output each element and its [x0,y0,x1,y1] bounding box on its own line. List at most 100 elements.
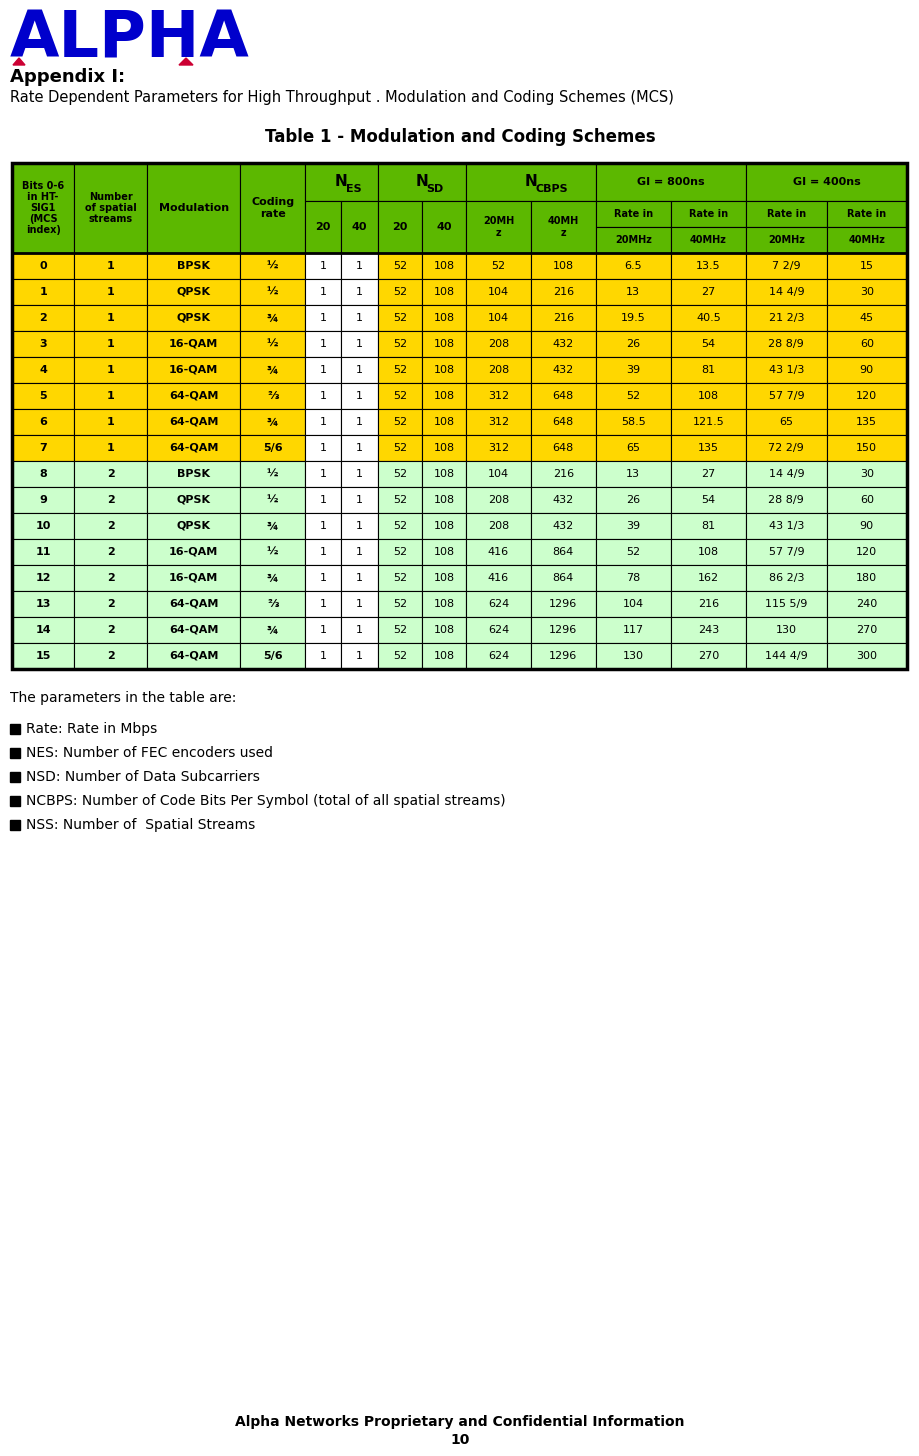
Bar [240,644,305,668]
Text: 20MHz: 20MHz [615,234,652,245]
Bar [12,357,74,383]
Bar [746,513,826,539]
Bar [74,462,147,486]
Bar [531,435,596,462]
Text: 13: 13 [36,598,51,609]
Bar [147,280,240,304]
Bar [12,163,74,253]
Bar [240,565,305,591]
Text: 20: 20 [392,221,407,232]
Text: 1: 1 [357,392,363,400]
Bar [422,513,466,539]
Bar [671,280,746,304]
Bar [671,435,746,462]
Text: 104: 104 [488,469,509,479]
Bar [240,591,305,617]
Text: 120: 120 [857,392,878,400]
Bar [12,617,74,644]
Bar [147,617,240,644]
Text: 52: 52 [392,287,407,297]
Bar [422,409,466,435]
Bar [74,617,147,644]
Bar [671,617,746,644]
Bar [596,201,671,227]
Bar [466,513,531,539]
Bar [671,409,746,435]
Bar [147,409,240,435]
Text: 1: 1 [320,495,327,505]
Bar [826,462,907,486]
Text: 144 4/9: 144 4/9 [765,651,808,661]
Text: 108: 108 [434,469,455,479]
Bar [10,820,20,830]
Bar [422,280,466,304]
Text: 1: 1 [107,443,115,453]
Text: 90: 90 [860,521,874,531]
Text: 2: 2 [107,651,115,661]
Text: 43 1/3: 43 1/3 [768,365,804,376]
Bar [746,280,826,304]
Bar [746,591,826,617]
Bar [74,253,147,280]
Text: 27: 27 [701,287,716,297]
Text: 104: 104 [488,287,509,297]
Bar [342,253,378,280]
Text: 20: 20 [315,221,331,232]
Bar [466,280,531,304]
Text: 81: 81 [701,365,716,376]
Bar [671,513,746,539]
Text: 1: 1 [107,261,115,271]
Text: 104: 104 [623,598,644,609]
Bar [596,280,671,304]
Text: 52: 52 [392,339,407,349]
Text: 1: 1 [320,574,327,582]
Text: 16-QAM: 16-QAM [169,339,218,349]
Bar [378,565,422,591]
Bar [671,201,746,227]
Text: 1: 1 [107,339,115,349]
Bar [422,565,466,591]
Bar [147,163,240,253]
Text: 14 4/9: 14 4/9 [768,469,804,479]
Text: Rate in: Rate in [689,210,728,218]
Text: 216: 216 [552,313,573,323]
Bar [746,304,826,331]
Bar [147,539,240,565]
Bar [305,486,342,513]
Bar [596,486,671,513]
Text: 52: 52 [492,261,505,271]
Text: 57 7/9: 57 7/9 [768,547,804,558]
Text: 121.5: 121.5 [693,416,724,427]
Text: 108: 108 [434,598,455,609]
Bar [671,565,746,591]
Text: 57 7/9: 57 7/9 [768,392,804,400]
Text: 1: 1 [320,365,327,376]
Bar [12,565,74,591]
Bar [378,539,422,565]
Text: 1: 1 [357,443,363,453]
Text: 416: 416 [488,574,509,582]
Bar [74,486,147,513]
Text: N: N [415,175,428,189]
Text: 1: 1 [357,651,363,661]
Bar [531,617,596,644]
Text: 108: 108 [434,339,455,349]
Bar [378,644,422,668]
Bar [12,591,74,617]
Bar [74,435,147,462]
Text: QPSK: QPSK [176,313,210,323]
Bar [746,617,826,644]
Text: 52: 52 [392,392,407,400]
Text: 16-QAM: 16-QAM [169,547,218,558]
Text: 1: 1 [357,625,363,635]
Text: 2: 2 [107,495,115,505]
Text: ES: ES [346,183,361,194]
Text: 1: 1 [357,416,363,427]
Text: 208: 208 [488,521,509,531]
Text: 1: 1 [357,495,363,505]
Bar [305,565,342,591]
Bar [826,357,907,383]
Bar [596,539,671,565]
Text: 432: 432 [552,339,573,349]
Text: 432: 432 [552,521,573,531]
